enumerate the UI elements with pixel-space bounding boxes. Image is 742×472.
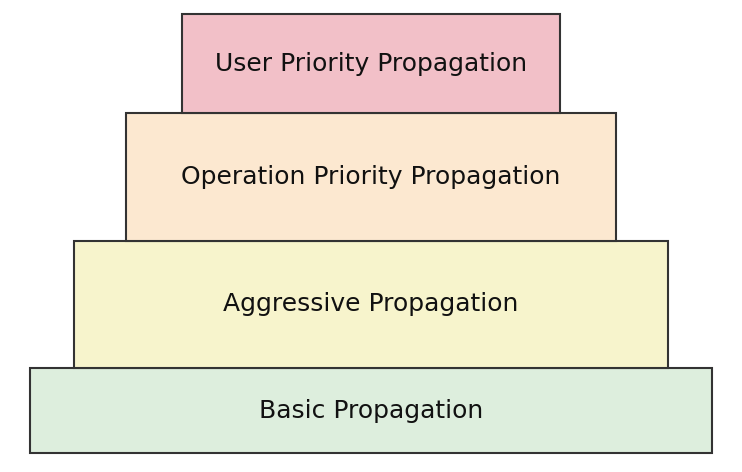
- Bar: [182, 14, 560, 113]
- Text: Aggressive Propagation: Aggressive Propagation: [223, 293, 519, 316]
- Bar: [74, 241, 668, 368]
- Bar: [30, 368, 712, 453]
- Text: Operation Priority Propagation: Operation Priority Propagation: [181, 165, 561, 189]
- Text: Basic Propagation: Basic Propagation: [259, 399, 483, 422]
- Bar: [126, 113, 616, 241]
- Text: User Priority Propagation: User Priority Propagation: [215, 52, 527, 76]
